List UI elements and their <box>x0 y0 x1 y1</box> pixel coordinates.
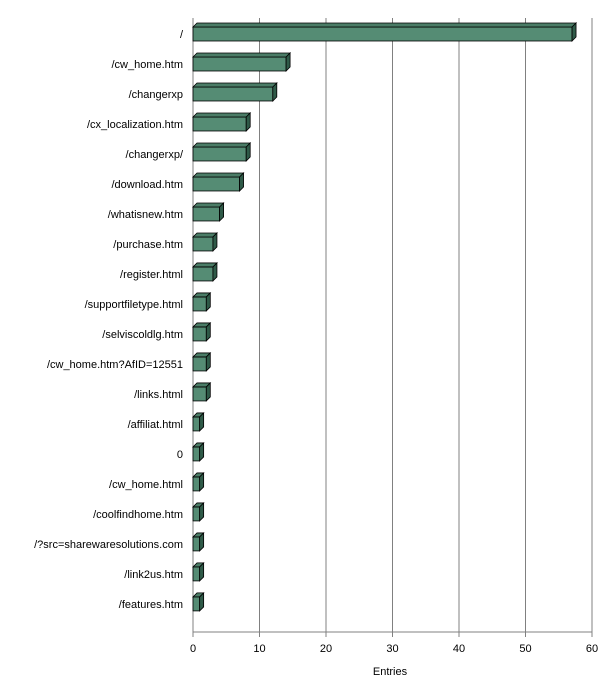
category-label: /whatisnew.htm <box>108 209 183 221</box>
bars <box>192 22 578 612</box>
bar-front <box>192 176 240 192</box>
category-label: / <box>180 29 184 41</box>
category-label: /affiliat.html <box>128 419 183 431</box>
category-label: /changerxp/ <box>126 149 184 161</box>
bar-side <box>219 202 225 222</box>
category-label: /download.htm <box>111 179 183 191</box>
category-label: 0 <box>177 449 183 461</box>
category-label: /selviscoldlg.htm <box>102 329 183 341</box>
bar-front <box>192 116 247 132</box>
grid-lines <box>192 18 593 632</box>
category-label: /coolfindhome.htm <box>93 509 183 521</box>
x-tick-label: 50 <box>519 643 531 655</box>
x-tick-label: 0 <box>190 643 196 655</box>
bar-side <box>212 261 218 282</box>
bar-front <box>192 296 207 312</box>
bar-front <box>192 536 201 552</box>
bar-top <box>192 22 578 28</box>
x-tick-label: 30 <box>386 643 398 655</box>
bar-side <box>571 22 577 42</box>
bar-front <box>192 326 207 342</box>
bar-side <box>285 52 291 72</box>
bar-front <box>192 206 221 222</box>
bar-front <box>192 596 201 612</box>
category-labels: / /cw_home.htm/changerxp/cx_localization.… <box>34 29 184 611</box>
bar-front <box>192 476 201 492</box>
category-label: /?src=sharewaresolutions.com <box>34 539 183 551</box>
bar-front <box>192 266 214 282</box>
category-label: /register.html <box>120 269 183 281</box>
bar-top <box>192 202 225 208</box>
bar-side <box>245 112 251 132</box>
bar-side <box>199 561 205 582</box>
bar-top <box>192 142 252 148</box>
category-label: /links.html <box>134 389 183 401</box>
x-axis-title: Entries <box>373 666 408 678</box>
category-label: /cw_home.htm <box>111 59 183 71</box>
category-label: /changerxp <box>129 89 183 101</box>
x-tick-label: 10 <box>253 643 265 655</box>
bar-front <box>192 146 247 162</box>
category-label: /purchase.htm <box>113 239 183 251</box>
bar-front <box>192 26 573 42</box>
category-label: /link2us.htm <box>124 569 183 581</box>
bar-side <box>199 471 205 492</box>
bar-side <box>245 142 251 162</box>
x-tick-labels: 0 10 20 30 40 50 60 <box>190 643 598 655</box>
bar-side <box>199 441 205 462</box>
bar-side <box>199 501 205 522</box>
bar-side <box>272 82 278 102</box>
bar-side <box>205 291 211 312</box>
bar-side <box>205 381 211 402</box>
category-label: /features.htm <box>119 599 183 611</box>
x-tick-label: 20 <box>320 643 332 655</box>
bar-side <box>205 351 211 372</box>
bar-front <box>192 56 287 72</box>
bar-side <box>205 321 211 342</box>
bar-front <box>192 86 274 102</box>
bar-front <box>192 236 214 252</box>
bar-top <box>192 52 292 58</box>
category-label: /cw_home.htm?AfID=12551 <box>47 359 183 371</box>
bar-side <box>212 232 218 252</box>
bar-top <box>192 112 252 118</box>
bar-side <box>199 591 205 612</box>
x-tick-label: 60 <box>586 643 598 655</box>
bar-side <box>199 531 205 552</box>
bar-side <box>239 172 244 192</box>
bar-front <box>192 506 201 522</box>
bar-front <box>192 416 201 432</box>
bar-front <box>192 386 207 402</box>
category-label: /cx_localization.htm <box>87 119 183 131</box>
bar-side <box>199 411 205 432</box>
x-tick-label: 40 <box>453 643 465 655</box>
bar-top <box>192 172 245 178</box>
category-label: /cw_home.html <box>109 479 183 491</box>
bar-top <box>192 82 278 88</box>
bar-front <box>192 446 201 462</box>
bar-front <box>192 566 201 582</box>
category-label: /supportfiletype.html <box>85 299 183 311</box>
bar-front <box>192 356 207 372</box>
